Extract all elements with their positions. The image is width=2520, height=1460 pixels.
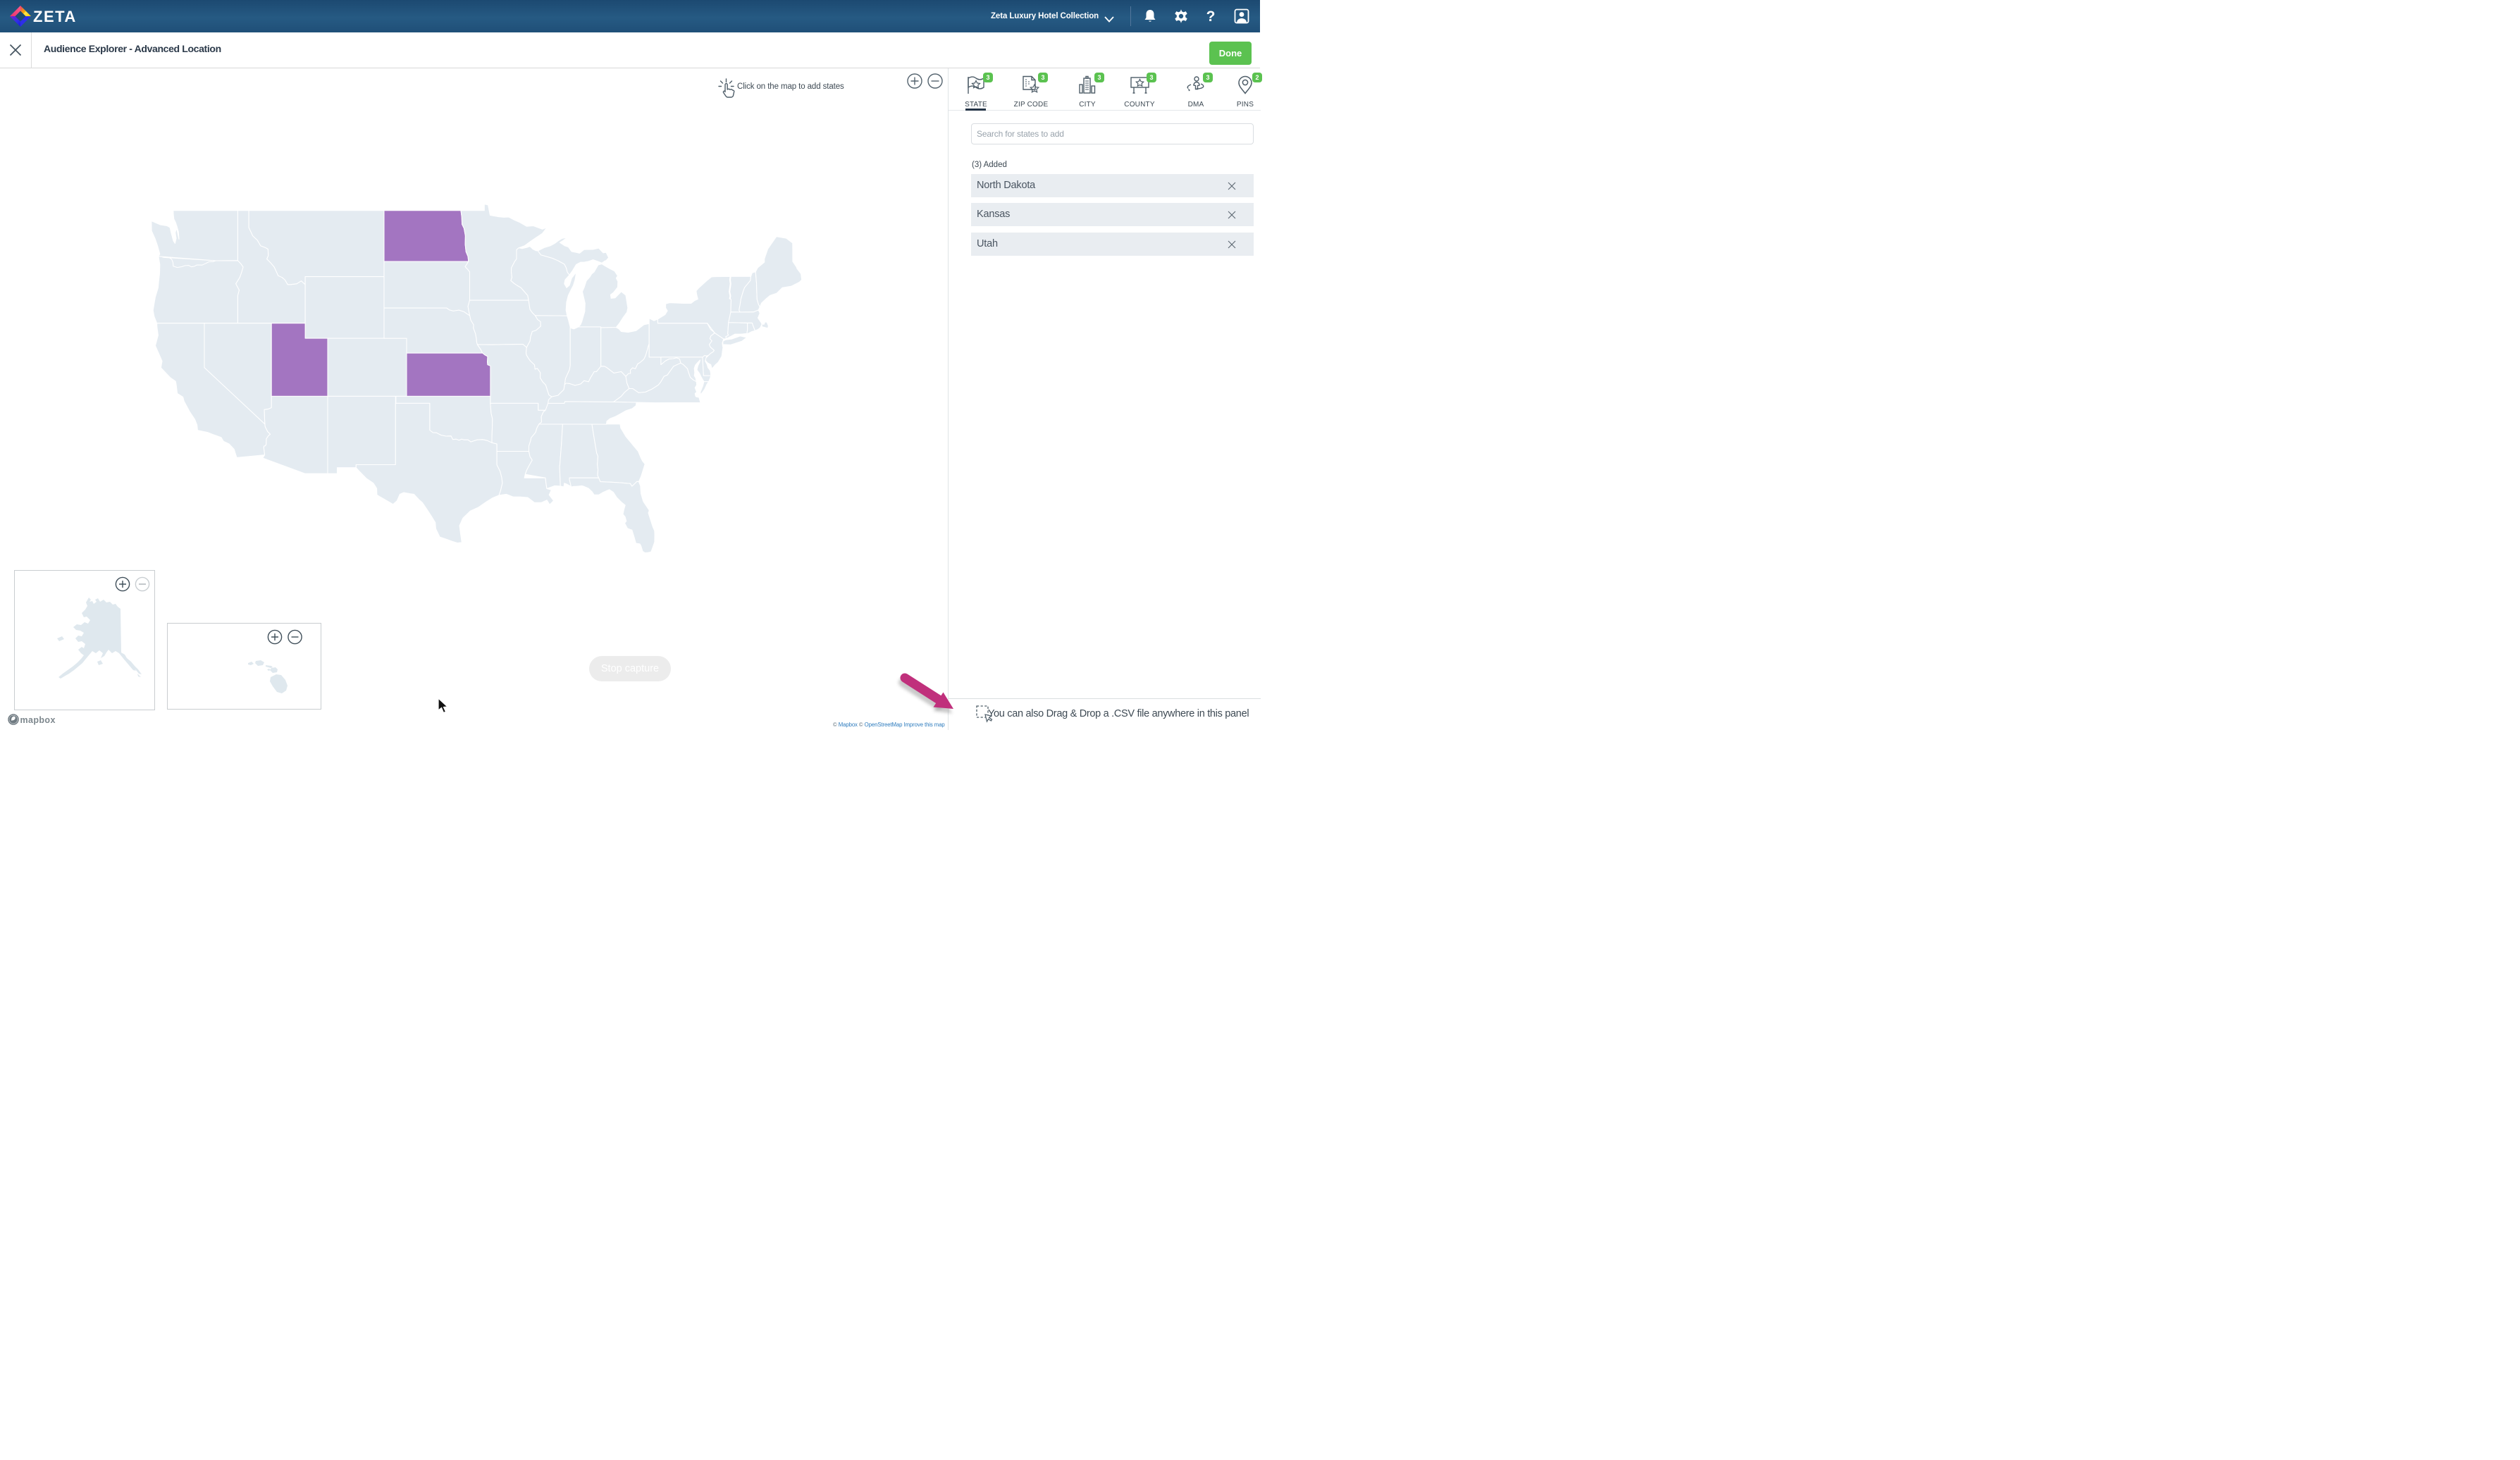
svg-text:mapbox: mapbox [20,715,56,725]
svg-text:?: ? [1206,8,1216,25]
